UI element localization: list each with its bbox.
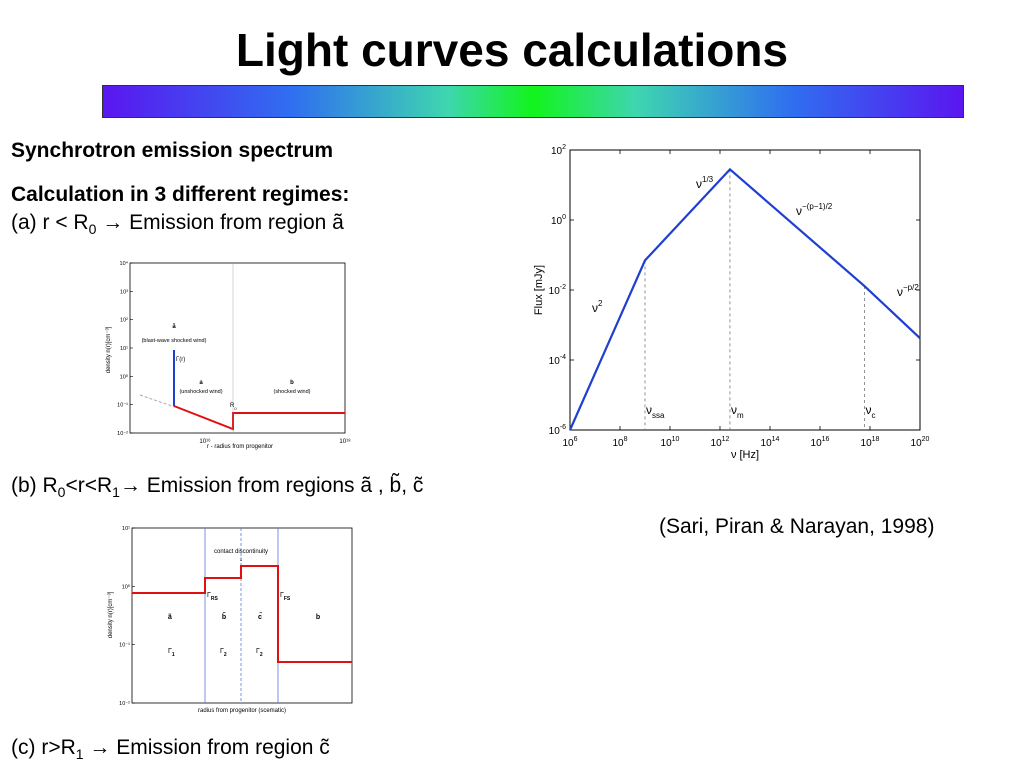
regimes-heading: Calculation in 3 different regimes: [11,183,350,206]
density-b-red-line [132,565,352,663]
spectrum-ytick-label: 10-6 [549,424,566,437]
density-a-ytick-label: 10³ [120,289,128,295]
density-b-label-btilde: b̃ [222,613,226,621]
spectrum-ytick-label: 102 [551,144,566,157]
regime-a-text: (a) r < R0 → Emission from region ã [11,210,344,242]
spectrum-break-label: νc [865,403,875,420]
density-b-ytick-label: 10¹ [122,526,130,532]
arrow-icon: → [119,474,141,497]
density-a-label-b: b [290,380,294,386]
regime-b-prefix: (b) R [11,474,58,497]
spectrum-series-line [568,167,921,431]
density-b-label-ctilde: c̃ [258,613,263,621]
density-b-gamma-rs: ΓRS [207,592,218,602]
title-gradient-bar [102,85,964,118]
spectrum-chart: 106 108 1010 1012 1014 1016 1018 1020 10-6 10-4 1… [533,144,930,461]
density-b-label-b: b [316,614,320,621]
density-a-xtick-2: 10¹⁸ [339,438,351,445]
density-b-gamma-2a: Γ2 [220,648,227,658]
spectrum-ytick-label: 10-4 [549,354,566,367]
density-b-gamma-fs: ΓFS [280,592,291,602]
regime-c-desc: Emission from region c̃ [110,736,330,759]
density-a-label-atilde-desc: (blast-wave shocked wind) [142,338,207,344]
arrow-icon: → [102,211,124,234]
spectrum-xtick-label: 1018 [861,436,880,449]
spectrum-ytick-label: 10-2 [549,284,566,297]
density-a-ytick-label: 10⁻² [117,431,128,437]
regime-a-sub: 0 [88,221,97,238]
spectrum-xtick-label: 108 [612,436,627,449]
spectrum-xtick-label: 1016 [811,436,830,449]
slide-title: Light curves calculations [235,24,789,76]
density-b-xlabel: radius from progenitor (scematic) [198,708,286,714]
density-a-frame [129,262,346,434]
density-a-label-atilde: ã [172,324,176,330]
density-b-gamma-1: Γ1 [168,648,175,658]
density-a-label-a: a [199,380,203,386]
regime-b-desc: Emission from regions ã , b̃, c̃ [140,474,424,497]
regime-b-sub2: 1 [112,484,120,501]
spectrum-xtick-label: 1020 [911,436,930,449]
density-b-ytick-label: 10⁰ [122,583,131,590]
spectrum-ytick-label: 100 [551,214,566,227]
density-b-ytick-label: 10⁻² [119,701,130,707]
density-a-ytick-label: 10¹ [120,346,128,352]
density-a-red-line [173,405,345,431]
regime-b-sub1: 0 [57,484,66,501]
density-b-ylabel: density n(r)[cm⁻³] [108,591,114,638]
density-a-xlabel: r - radius from progenitor [207,444,273,450]
density-a-label-r0: R0 [230,403,237,411]
density-a-wind-guide [139,394,176,408]
citation: (Sari, Piran & Narayan, 1998) [659,515,935,538]
regime-b-text: (b) R0<r<R1→ Emission from regions ã , b… [11,473,423,505]
density-b-ytick-label: 10⁻¹ [119,643,130,649]
section-heading: Synchrotron emission spectrum [11,139,334,162]
density-chart-a: 10⁻² 10⁻¹ 10⁰ 10¹ 10² 10³ 10⁴ 10¹⁶ 10¹⁸ r - ra… [106,260,351,450]
density-a-xtick-1: 10¹⁶ [199,438,211,445]
density-a-ytick-label: 10⁰ [120,373,129,380]
density-b-label-atilde: ã [168,614,172,621]
density-b-contact-label: contact discontinuity [214,549,268,555]
regime-c-prefix: (c) r>R [11,736,76,759]
regime-a-prefix: (a) r < R [11,211,89,234]
density-a-ytick-label: 10⁻¹ [117,403,128,409]
annotation-nu13: ν1/3 [696,175,714,191]
density-a-ytick-label: 10⁴ [120,260,129,267]
annotation-nu2: ν2 [592,299,603,315]
density-a-label-gamma: Γ(r) [176,357,185,363]
density-a-label-b-desc: (shocked wind) [274,389,311,395]
spectrum-break-label: νssa [646,403,665,420]
arrow-icon: → [89,736,111,759]
density-b-gamma-2b: Γ2 [256,648,263,658]
spectrum-xlabel: ν [Hz] [731,449,759,461]
annotation-nu-p2: ν−p/2 [897,283,919,299]
regime-b-mid: <r<R [65,474,113,497]
density-chart-b: 10⁻² 10⁻¹ 10⁰ 10¹ contact discontinuity ↓ Γ… [108,526,353,714]
regime-c-sub: 1 [75,746,84,763]
spectrum-xtick-label: 1014 [761,436,780,449]
density-b-frame [131,527,353,704]
spectrum-break-label: νm [731,403,744,420]
spectrum-xtick-label: 1010 [661,436,680,449]
density-a-ylabel: density n(r)[cm⁻³] [106,326,112,373]
spectrum-ylabel: Flux [mJy] [533,265,545,315]
spectrum-xtick-label: 1012 [711,436,730,449]
down-arrow-icon: ↓ [239,556,243,563]
density-a-label-a-desc: (unshocked wind) [179,389,222,395]
regime-a-desc: Emission from region ã [123,211,344,234]
regime-c-text: (c) r>R1 → Emission from region c̃ [11,735,330,767]
annotation-nu-p1: ν−(p−1)/2 [796,202,833,218]
spectrum-xtick-label: 106 [562,436,577,449]
density-a-ytick-label: 10² [120,318,128,324]
